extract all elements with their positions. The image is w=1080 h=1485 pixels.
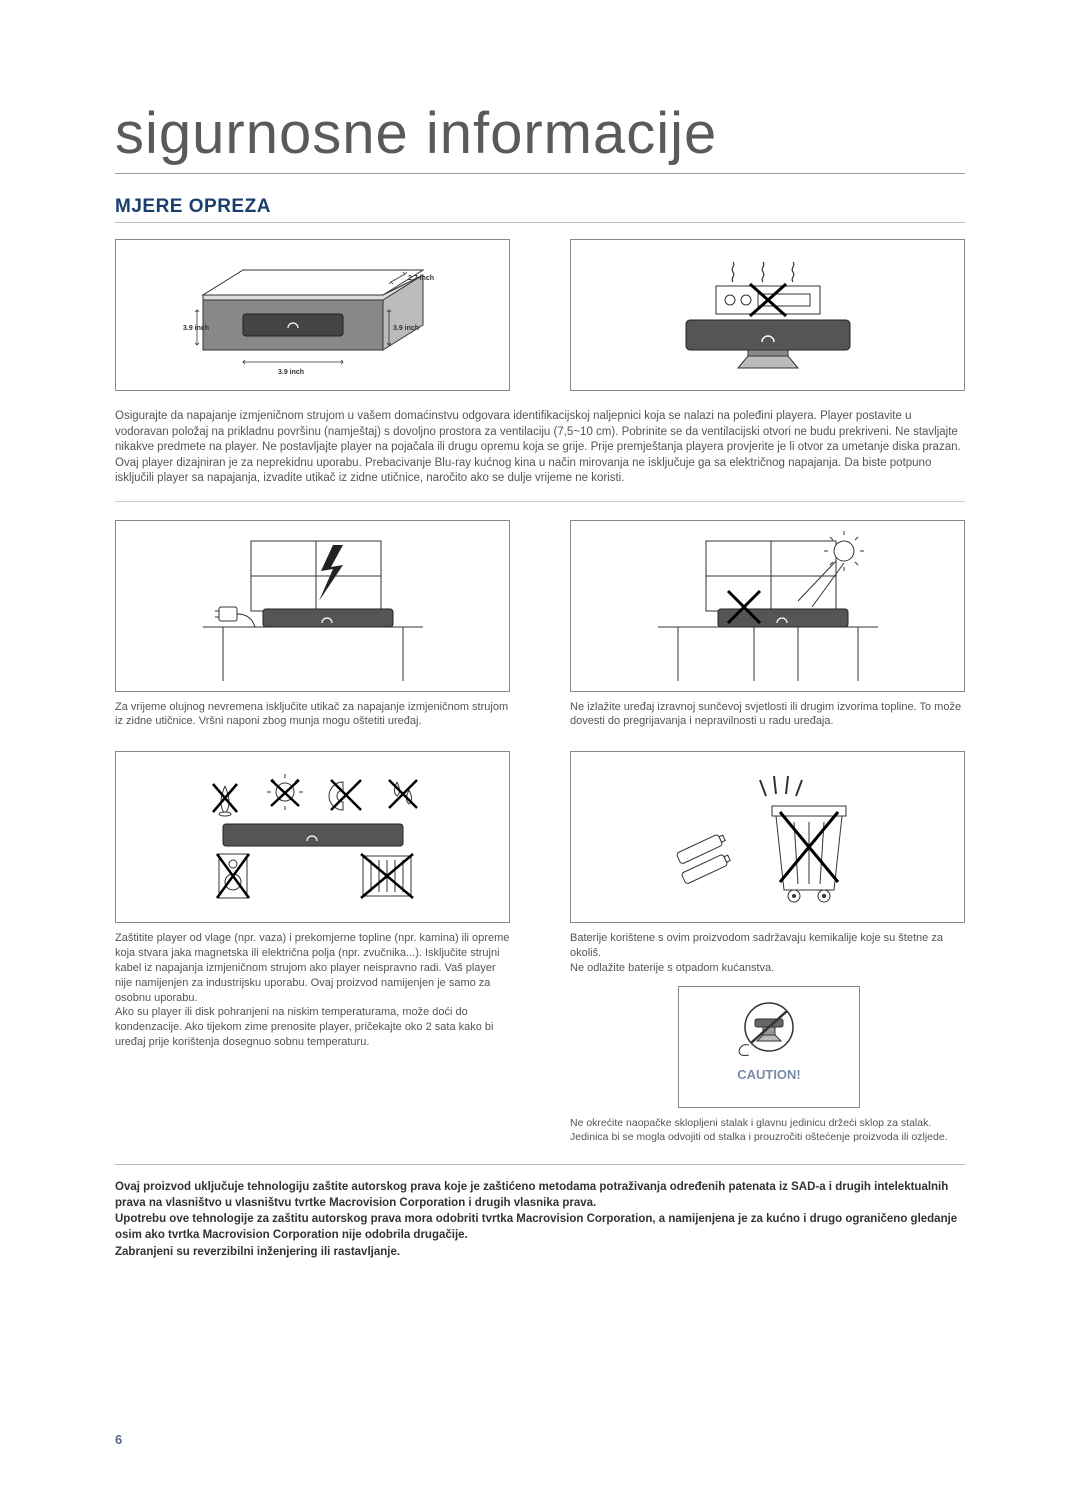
dim-top: 2.7 inch (408, 275, 434, 282)
figure-no-stacking (570, 239, 965, 391)
intro-paragraph: Osigurajte da napajanje izmjeničnom stru… (115, 409, 965, 502)
figure-caution: CAUTION! (678, 986, 858, 1108)
section-subtitle: MJERE OPREZA (115, 196, 965, 223)
caption-caution: Ne okrećite naopačke sklopljeni stalak i… (570, 1116, 965, 1144)
page-title: sigurnosne informacije (115, 100, 965, 174)
dim-bottom: 3.9 inch (278, 369, 304, 376)
caption-sunlight: Ne izlažite uređaj izravnoj sunčevoj svj… (570, 700, 965, 730)
page-number: 6 (115, 1432, 122, 1447)
dim-right: 3.9 inch (393, 325, 419, 332)
legal-notice: Ovaj proizvod uključuje tehnologiju zašt… (115, 1164, 965, 1259)
figure-shelf: 2.7 inch 3.9 inch 3.9 inch 3.9 inch (115, 239, 510, 391)
caption-hazards: Zaštitite player od vlage (npr. vaza) i … (115, 931, 510, 1050)
figure-sunlight (570, 520, 965, 692)
caption-battery: Baterije korištene s ovim proizvodom sad… (570, 931, 965, 976)
dim-left: 3.9 inch (183, 325, 209, 332)
figure-storm (115, 520, 510, 692)
caption-storm: Za vrijeme olujnog nevremena isključite … (115, 700, 510, 730)
figure-hazards (115, 751, 510, 923)
figure-battery-bin (570, 751, 965, 923)
caution-label: CAUTION! (737, 1067, 801, 1082)
